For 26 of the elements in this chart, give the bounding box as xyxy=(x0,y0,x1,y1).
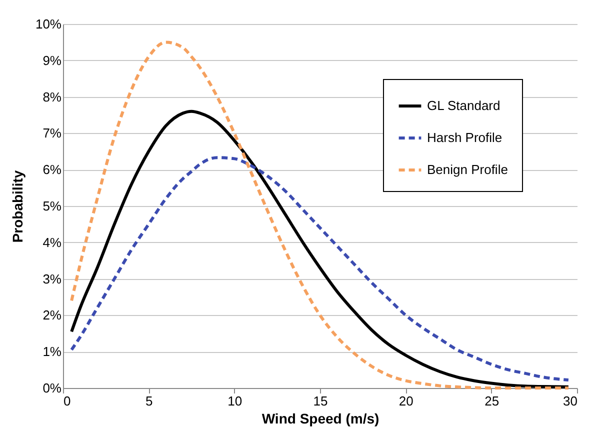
y-tick-label: 5% xyxy=(42,198,62,214)
x-tick-label: 20 xyxy=(398,394,414,408)
y-tick-label: 6% xyxy=(42,162,62,178)
y-tick-label: 2% xyxy=(42,308,62,323)
x-tick-label: 25 xyxy=(484,394,500,408)
y-tick-label: 0% xyxy=(42,380,62,396)
x-tick-label: 30 xyxy=(563,394,578,408)
legend-label: Benign Profile xyxy=(427,162,508,177)
y-tick-label: 3% xyxy=(42,271,62,286)
y-tick-label: 8% xyxy=(42,89,62,104)
y-axis-title: Probability xyxy=(9,170,26,243)
y-tick-label: 9% xyxy=(42,52,62,68)
line-series xyxy=(70,156,570,382)
y-tick-label: 1% xyxy=(42,344,62,360)
y-tick-label: 10% xyxy=(35,16,62,32)
line-series xyxy=(70,40,570,390)
legend-label: Harsh Profile xyxy=(427,130,502,145)
y-tick-label: 4% xyxy=(42,234,62,250)
x-tick-label: 15 xyxy=(313,394,328,408)
legend-label: GL Standard xyxy=(427,98,500,113)
y-tick-label: 7% xyxy=(42,126,62,141)
x-tick-label: 0 xyxy=(64,394,71,408)
line-series xyxy=(70,110,570,388)
x-axis-title: Wind Speed (m/s) xyxy=(262,410,380,426)
x-tick-label: 10 xyxy=(228,394,242,408)
x-tick-label: 5 xyxy=(146,394,153,408)
